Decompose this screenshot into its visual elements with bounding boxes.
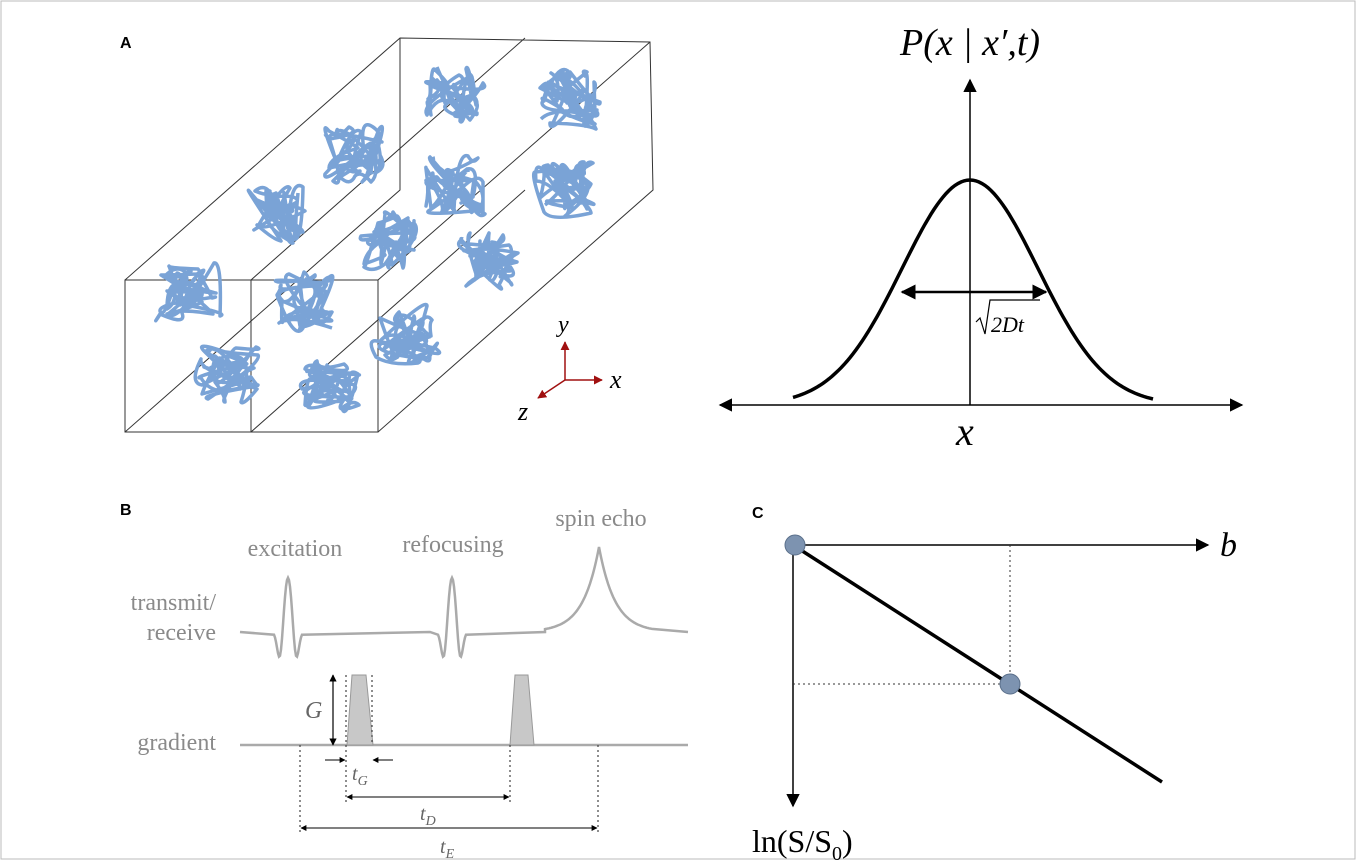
cell	[246, 183, 307, 245]
cell	[369, 302, 442, 366]
cell	[424, 65, 487, 124]
time-label: tG	[352, 763, 368, 789]
point	[999, 673, 1021, 695]
axis-label: x	[609, 365, 622, 394]
panel-label: A	[120, 35, 132, 52]
amplitude-label: G	[305, 698, 322, 724]
cell	[531, 160, 596, 219]
cell	[154, 261, 224, 323]
cell	[193, 344, 261, 405]
time-sub: D	[425, 814, 436, 829]
cell	[538, 67, 602, 131]
label-close: )	[842, 823, 853, 859]
cell	[424, 153, 487, 218]
axis-label: z	[517, 397, 528, 426]
decay-line	[792, 543, 1163, 784]
radical-sign	[975, 299, 1040, 335]
gradient-trace	[240, 674, 688, 747]
x-axis-label: b	[1220, 527, 1237, 564]
width-label: 2Dt	[991, 312, 1025, 337]
cell	[323, 123, 385, 185]
time-base: t	[420, 803, 426, 825]
y-axis-label: ln(S/S0)	[752, 823, 853, 860]
time-base: t	[352, 763, 358, 785]
row-label: transmit/	[131, 590, 217, 616]
x-axis-label: x	[955, 409, 974, 454]
cell	[358, 210, 419, 272]
event-label: refocusing	[402, 532, 503, 558]
axis-label: y	[556, 312, 569, 338]
event-label: spin echo	[555, 506, 646, 532]
panel-label: B	[120, 502, 132, 519]
event-label: excitation	[248, 536, 343, 562]
guide-lines	[299, 675, 599, 833]
row-label: gradient	[137, 730, 216, 756]
plot-title: P(x | x′,t)	[899, 22, 1040, 64]
time-sub: E	[445, 847, 455, 860]
time-base: t	[440, 836, 446, 858]
gaussian-curve	[792, 178, 1154, 401]
label-sub: 0	[832, 843, 842, 860]
axes-gizmo	[537, 341, 603, 399]
time-sub: G	[358, 774, 368, 789]
panel-label: C	[752, 505, 764, 522]
rf-trace	[239, 546, 689, 659]
point	[784, 534, 806, 556]
time-label: tD	[420, 803, 436, 829]
time-label: tE	[440, 836, 455, 860]
label-main: ln(S/S	[752, 823, 832, 859]
guide-lines	[793, 545, 1011, 685]
cell	[273, 270, 335, 333]
cell	[298, 359, 362, 414]
cells	[154, 65, 602, 414]
row-label: receive	[147, 620, 216, 646]
cell	[457, 231, 520, 291]
